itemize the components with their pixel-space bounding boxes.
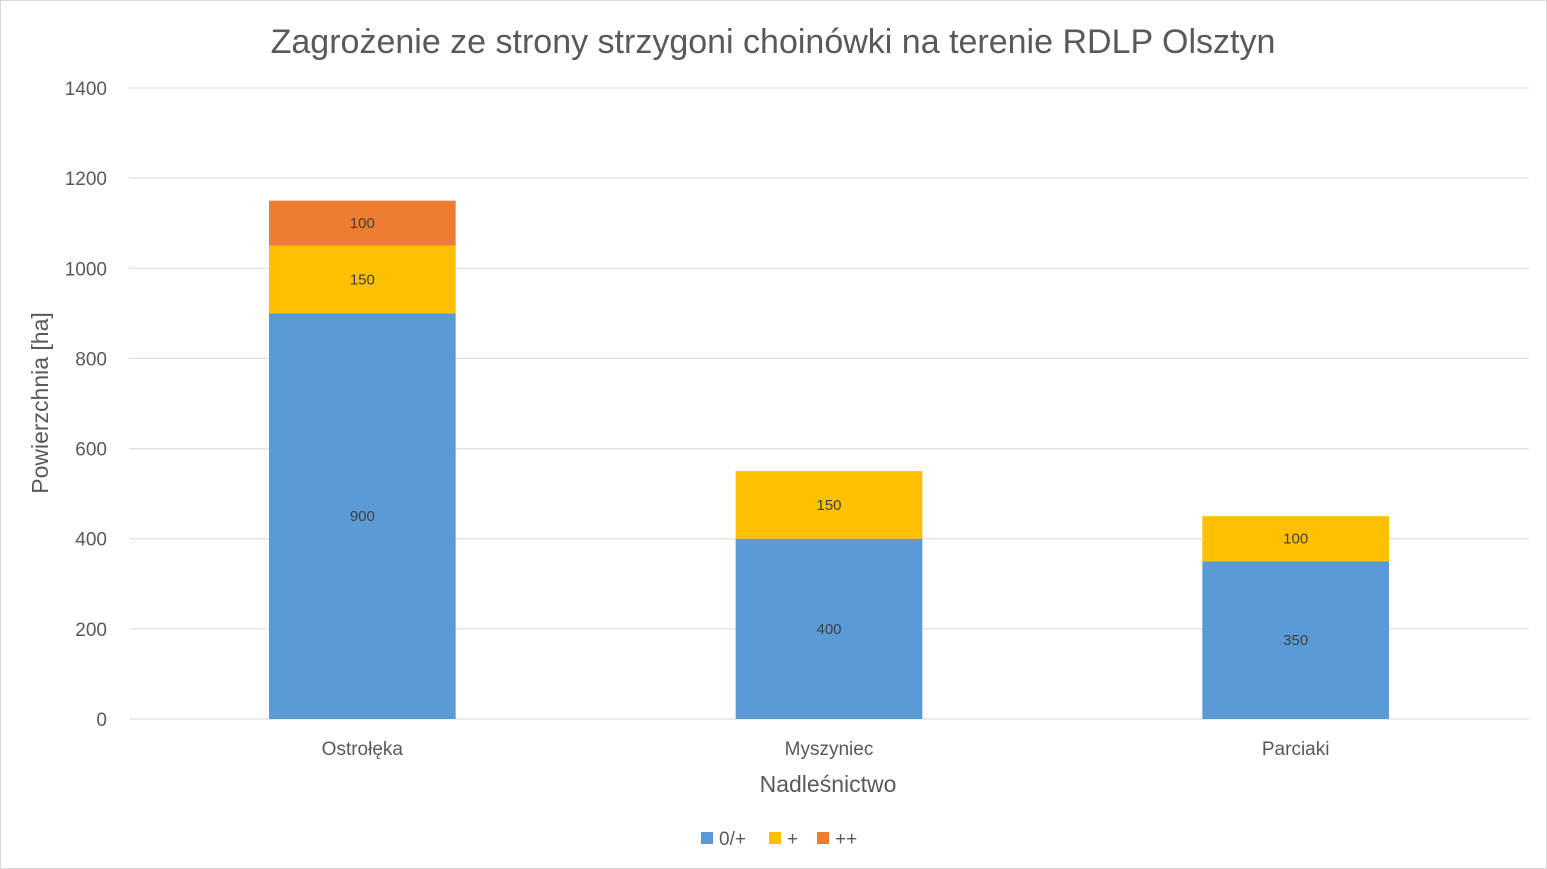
legend-label: ++ [835,829,857,850]
chart-title: Zagrożenie ze strony strzygoni choinówki… [271,23,1276,61]
legend: 0/+ + ++ [701,829,857,850]
legend-swatch [817,832,829,844]
y-tick-label: 0 [96,710,107,731]
y-tick-label: 400 [75,530,107,551]
legend-item: ++ [817,829,857,850]
bar-segment [269,245,456,314]
bars [269,200,1389,719]
x-category-label: Parciaki [1262,739,1330,760]
x-category-label: Ostrołęka [322,739,404,760]
x-axis-title: Nadleśnictwo [760,771,897,797]
y-axis-title: Powierzchnia [ha] [27,312,53,494]
legend-item: + [769,829,798,850]
y-tick-label: 800 [75,349,107,370]
data-label: 150 [816,497,841,514]
data-label: 350 [1283,632,1308,649]
legend-label: 0/+ [719,829,746,850]
data-label: 100 [350,215,375,232]
x-category-label: Myszyniec [785,739,874,760]
bar-segment [735,538,923,719]
y-tick-label: 1400 [65,79,107,100]
legend-item: 0/+ [701,829,746,850]
legend-label: + [787,829,798,850]
bar-segment [1202,516,1389,562]
legend-swatch [769,832,781,844]
legend-swatch [701,832,713,844]
bar-segment [269,313,456,719]
x-axis-categories: Ostrołęka Myszyniec Parciaki [322,739,1330,760]
data-label: 100 [1283,531,1308,548]
bar-segment [269,200,456,246]
y-tick-label: 1200 [65,169,107,190]
y-axis-ticks: 0 200 400 600 800 1000 1200 1400 [65,79,107,731]
data-label: 400 [816,621,841,638]
y-tick-label: 600 [75,440,107,461]
data-label: 900 [350,508,375,525]
data-label: 150 [350,272,375,289]
bar-segment [1202,561,1389,719]
data-labels: 900 150 100 400 150 350 100 [350,215,1308,649]
bar-segment [735,471,923,539]
y-tick-label: 1000 [65,259,107,280]
y-tick-label: 200 [75,620,107,641]
